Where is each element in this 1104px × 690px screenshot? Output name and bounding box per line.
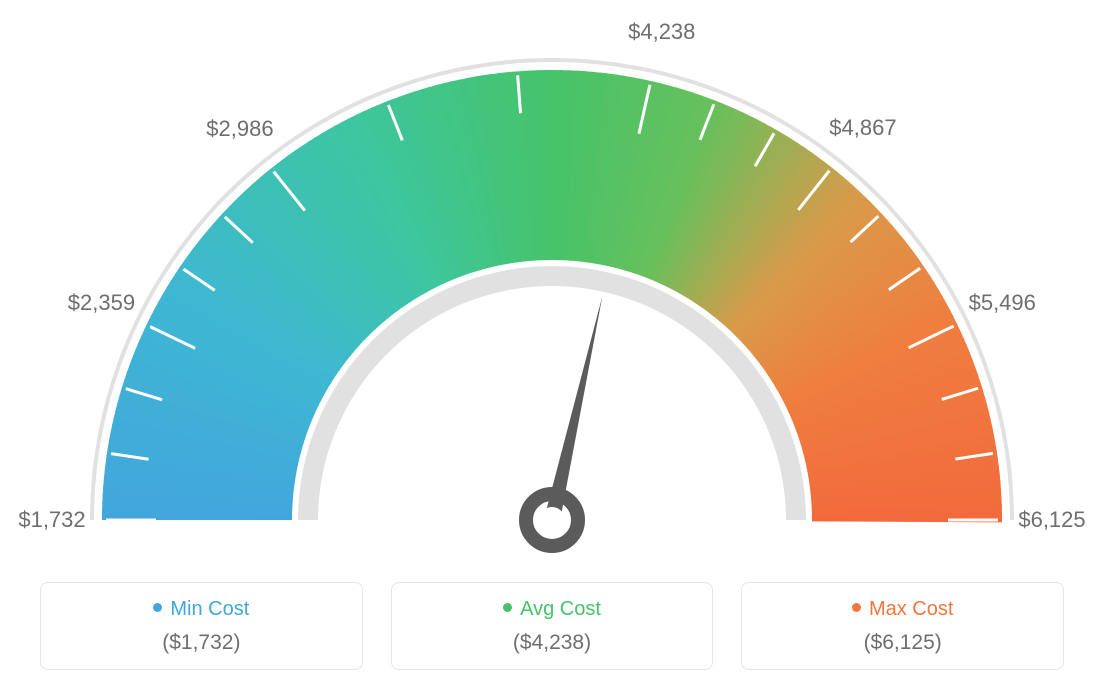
gauge-svg <box>0 0 1104 560</box>
legend-title-min: Min Cost <box>41 599 362 619</box>
legend-value-max: ($6,125) <box>742 631 1063 655</box>
gauge-tick-label: $1,732 <box>18 507 85 533</box>
legend-value-min: ($1,732) <box>41 631 362 655</box>
legend-title-max: Max Cost <box>742 599 1063 619</box>
legend-row: Min Cost ($1,732) Avg Cost ($4,238) Max … <box>40 582 1064 670</box>
chart-container: $1,732 $2,359 $2,986 $4,238 $4,867 $5,496 $6,1… <box>0 0 1104 690</box>
dot-icon <box>852 603 861 612</box>
gauge-tick-label: $4,867 <box>829 115 896 141</box>
legend-title-text: Max Cost <box>869 598 953 620</box>
gauge-tick-label: $6,125 <box>1018 507 1085 533</box>
legend-card-min: Min Cost ($1,732) <box>40 582 363 670</box>
gauge-tick-label: $2,986 <box>206 116 273 142</box>
gauge-tick-label: $2,359 <box>68 290 135 316</box>
dot-icon <box>153 603 162 612</box>
gauge-tick-label: $5,496 <box>969 290 1036 316</box>
legend-value-avg: ($4,238) <box>392 631 713 655</box>
legend-title-text: Min Cost <box>170 598 249 620</box>
legend-title-avg: Avg Cost <box>392 599 713 619</box>
legend-card-avg: Avg Cost ($4,238) <box>391 582 714 670</box>
gauge-tick-label: $4,238 <box>628 19 695 45</box>
legend-card-max: Max Cost ($6,125) <box>741 582 1064 670</box>
dot-icon <box>503 603 512 612</box>
gauge-chart: $1,732 $2,359 $2,986 $4,238 $4,867 $5,496 $6,1… <box>0 0 1104 560</box>
legend-title-text: Avg Cost <box>520 598 601 620</box>
